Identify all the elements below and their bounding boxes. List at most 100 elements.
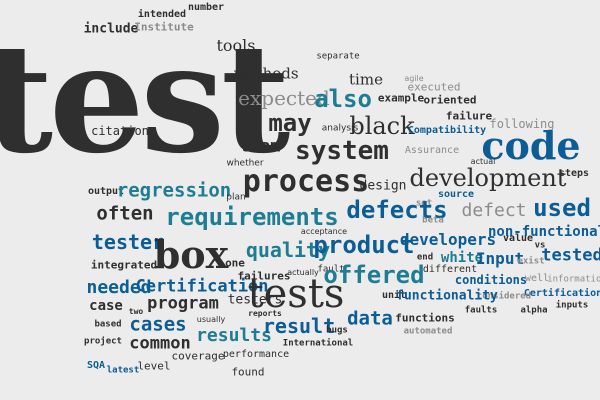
word-vs: vs — [534, 240, 546, 251]
word-process: process — [242, 164, 370, 199]
word-source: source — [437, 189, 475, 200]
word-separate: separate — [316, 51, 360, 62]
word-design: design — [359, 178, 407, 194]
word-development: development — [409, 164, 567, 192]
word-regression: regression — [116, 179, 232, 202]
word-unit: unit — [381, 290, 407, 301]
word-automated: automated — [403, 326, 453, 337]
word-value: value — [502, 233, 534, 244]
word-latest: latest — [106, 365, 140, 376]
word-black: black — [349, 112, 415, 140]
word-non-functional: non-functional — [487, 224, 600, 240]
word-conditions: conditions — [454, 273, 528, 287]
word-failures: failures — [237, 269, 291, 283]
word-system: system — [295, 136, 389, 166]
word-developers: developers — [399, 230, 497, 249]
word-actually: actually — [287, 268, 319, 277]
word-analysis: analysis — [321, 123, 359, 134]
word-functions: functions — [395, 311, 455, 325]
word-number: number — [187, 2, 225, 13]
word-citation: citation — [91, 124, 149, 138]
word-may: may — [268, 109, 312, 137]
word-institute: Institute — [134, 20, 194, 34]
word-box: box — [153, 232, 229, 277]
word-defects: defects — [346, 196, 448, 224]
word-oriented: oriented — [423, 93, 477, 107]
word-include: include — [83, 21, 139, 37]
word-also: also — [314, 85, 372, 113]
word-found: found — [231, 365, 265, 379]
word-certification: Certification — [135, 276, 269, 297]
word-executed: executed — [407, 80, 461, 94]
word-failure: failure — [445, 109, 493, 123]
word-common: common — [129, 333, 191, 354]
word-acceptance: acceptance — [300, 227, 348, 236]
word-performance: performance — [222, 349, 290, 360]
word-fault: fault — [317, 264, 345, 275]
word-data: data — [347, 307, 393, 330]
word-well: well — [524, 273, 550, 284]
word-program: program — [147, 293, 219, 314]
word-team: team — [239, 136, 281, 157]
word-time: time — [349, 70, 383, 89]
word-different: different — [422, 264, 478, 275]
word-alpha: alpha — [520, 305, 548, 316]
word-project: project — [84, 336, 122, 347]
word-level: level — [137, 359, 171, 373]
word-certifications: Certifications — [523, 288, 600, 299]
word-usually: usually — [196, 315, 226, 324]
word-testers: testers — [227, 292, 283, 308]
word-tools: tools — [216, 36, 256, 55]
word-following: following — [489, 117, 555, 131]
word-white: white — [440, 250, 484, 266]
word-quality: quality — [245, 238, 331, 262]
word-bugs: bugs — [326, 325, 348, 336]
word-product: product — [313, 231, 415, 259]
word-reports: reports — [248, 309, 282, 318]
word-plan: plan — [226, 192, 246, 203]
word-results: results — [196, 325, 272, 346]
word-beta: beta — [422, 215, 444, 226]
word-exist: exist — [517, 256, 545, 267]
word-code: code — [481, 123, 581, 168]
word-offered: offered — [323, 261, 425, 289]
word-end: end — [416, 252, 434, 263]
word-often: often — [96, 202, 154, 225]
word-tests: tests — [247, 271, 345, 317]
word-result: result — [262, 314, 336, 338]
word-actual: actual — [470, 157, 496, 166]
word-expected: expected — [238, 86, 330, 110]
word-steps: steps — [558, 168, 590, 179]
word-example: example — [377, 91, 425, 105]
word-tester: tester — [91, 230, 165, 254]
word-defect: defect — [461, 200, 527, 221]
word-intended: intended — [137, 9, 187, 20]
word-one: one — [225, 256, 245, 270]
word-input: Input — [475, 249, 525, 268]
word-needed: needed — [86, 277, 152, 298]
word-considered: considered — [476, 291, 532, 302]
word-two: two — [128, 307, 144, 316]
word-tested: tested — [541, 245, 600, 266]
word-faults: faults — [464, 305, 498, 316]
word-methods: methods — [233, 64, 299, 83]
word-functionality: functionality — [396, 288, 498, 304]
word-whether: whether — [226, 158, 264, 169]
word-compatibility: Compatibility — [407, 125, 487, 136]
word-coverage: coverage — [171, 349, 225, 363]
word-integrated: integrated — [90, 258, 158, 272]
word-test: test — [0, 11, 290, 187]
word-set: set — [415, 198, 433, 209]
word-agile: agile — [404, 74, 424, 83]
word-output: output — [87, 186, 125, 197]
word-inputs: inputs — [555, 300, 589, 311]
word-international: International — [282, 338, 354, 349]
word-used: used — [533, 194, 591, 222]
word-assurance: Assurance — [404, 145, 460, 156]
word-sqa: SQA — [86, 360, 106, 371]
word-case: case — [89, 298, 123, 314]
word-cases: cases — [129, 313, 187, 336]
word-requirements: requirements — [165, 203, 339, 231]
